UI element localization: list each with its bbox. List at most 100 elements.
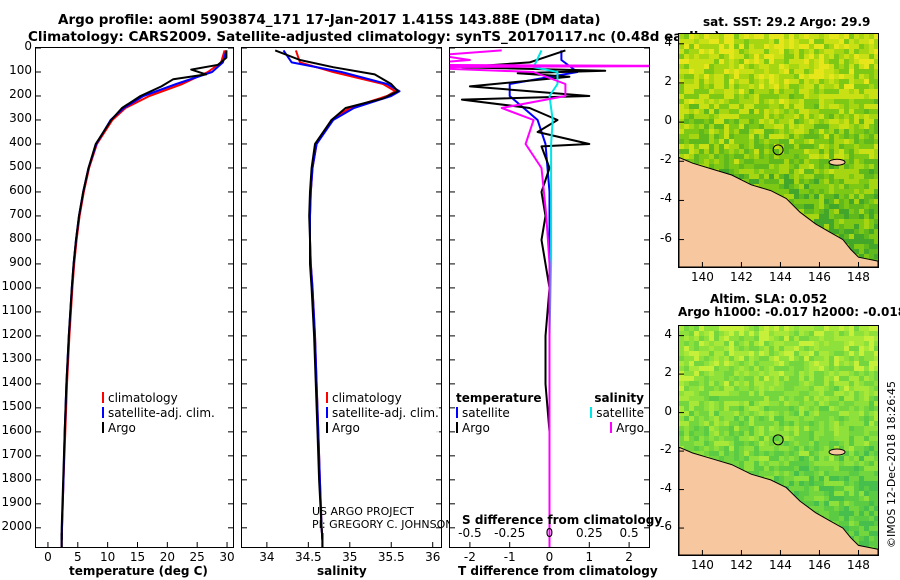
- map-cell: [789, 456, 794, 461]
- map-cell: [804, 346, 809, 351]
- map-cell: [769, 351, 774, 356]
- map-cell: [724, 39, 729, 44]
- series-line-satellite-adj-clim-: [282, 49, 401, 540]
- map-cell: [729, 431, 734, 436]
- map-cell: [769, 44, 774, 49]
- map-cell: [874, 184, 878, 189]
- map-cell: [799, 169, 804, 174]
- map-cell: [814, 109, 819, 114]
- map-cell: [719, 356, 724, 361]
- map-cell: [804, 64, 809, 69]
- map-cell: [804, 159, 809, 164]
- map-cell: [764, 431, 769, 436]
- map-cell: [874, 64, 878, 69]
- map-cell: [714, 109, 719, 114]
- map-cell: [804, 139, 809, 144]
- map-cell: [729, 366, 734, 371]
- map-cell: [804, 94, 809, 99]
- map-cell: [789, 164, 794, 169]
- map-cell: [744, 336, 749, 341]
- map-cell: [844, 396, 849, 401]
- map-cell: [789, 416, 794, 421]
- map-cell: [709, 99, 714, 104]
- series-line-satellite-adj-clim-: [60, 50, 228, 540]
- map-cell: [679, 396, 684, 401]
- map-cell: [864, 154, 869, 159]
- map-cell: [834, 59, 839, 64]
- map-cell: [719, 39, 724, 44]
- map-cell: [819, 124, 824, 129]
- map-cell: [844, 64, 849, 69]
- land-mass: [679, 156, 878, 267]
- map-cell: [814, 506, 819, 511]
- map-cell: [874, 109, 878, 114]
- map-cell: [729, 34, 734, 39]
- map-cell: [724, 336, 729, 341]
- map-cell: [749, 134, 754, 139]
- map-cell: [844, 336, 849, 341]
- map-cell: [684, 79, 689, 84]
- map-cell: [799, 436, 804, 441]
- map-cell: [869, 79, 874, 84]
- sst-map-title: sat. SST: 29.2 Argo: 29.9: [703, 15, 871, 29]
- map-cell: [764, 341, 769, 346]
- map-cell: [804, 49, 809, 54]
- map-cell: [724, 326, 729, 331]
- map-cell: [684, 396, 689, 401]
- map-cell: [759, 471, 764, 476]
- map-cell: [834, 149, 839, 154]
- map-cell: [814, 94, 819, 99]
- map-cell: [859, 401, 864, 406]
- map-cell: [704, 331, 709, 336]
- map-cell: [764, 356, 769, 361]
- map-cell: [749, 139, 754, 144]
- map-cell: [839, 351, 844, 356]
- map-cell: [814, 139, 819, 144]
- map-cell: [744, 401, 749, 406]
- map-cell: [769, 466, 774, 471]
- legend-head-salinity: salinity: [594, 391, 644, 405]
- map-cell: [689, 441, 694, 446]
- map-cell: [774, 44, 779, 49]
- map-cell: [739, 49, 744, 54]
- map-cell: [814, 169, 819, 174]
- map-cell: [814, 351, 819, 356]
- map-cell: [844, 511, 849, 516]
- legend-difference: temperature salinity satellite satellite…: [456, 391, 644, 436]
- map-cell: [864, 194, 869, 199]
- map-cell: [874, 466, 878, 471]
- map-cell: [869, 89, 874, 94]
- map-cell: [824, 456, 829, 461]
- map-cell: [759, 421, 764, 426]
- map-cell: [804, 351, 809, 356]
- map-cell: [714, 426, 719, 431]
- map-cell: [809, 39, 814, 44]
- map-cell: [809, 144, 814, 149]
- map-cell: [704, 129, 709, 134]
- map-cell: [819, 224, 824, 229]
- map-cell: [749, 44, 754, 49]
- map-cell: [814, 204, 819, 209]
- map-cell: [874, 114, 878, 119]
- map-cell: [739, 336, 744, 341]
- map-cell: [684, 421, 689, 426]
- map-cell: [824, 204, 829, 209]
- map-cell: [784, 119, 789, 124]
- map-cell: [819, 204, 824, 209]
- map-cell: [834, 89, 839, 94]
- map-cell: [799, 69, 804, 74]
- map-cell: [714, 74, 719, 79]
- map-cell: [679, 411, 684, 416]
- map-cell: [859, 341, 864, 346]
- map-cell: [784, 154, 789, 159]
- map-cell: [809, 174, 814, 179]
- map-cell: [739, 79, 744, 84]
- map-cell: [804, 421, 809, 426]
- map-cell: [869, 406, 874, 411]
- map-cell: [849, 69, 854, 74]
- map-cell: [764, 406, 769, 411]
- map-cell: [684, 391, 689, 396]
- map-cell: [799, 49, 804, 54]
- map-cell: [794, 326, 799, 331]
- map-cell: [784, 331, 789, 336]
